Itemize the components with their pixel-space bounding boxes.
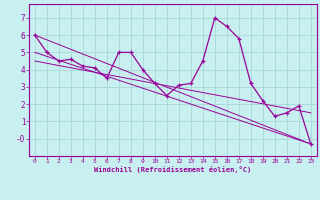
X-axis label: Windchill (Refroidissement éolien,°C): Windchill (Refroidissement éolien,°C) [94, 166, 252, 173]
